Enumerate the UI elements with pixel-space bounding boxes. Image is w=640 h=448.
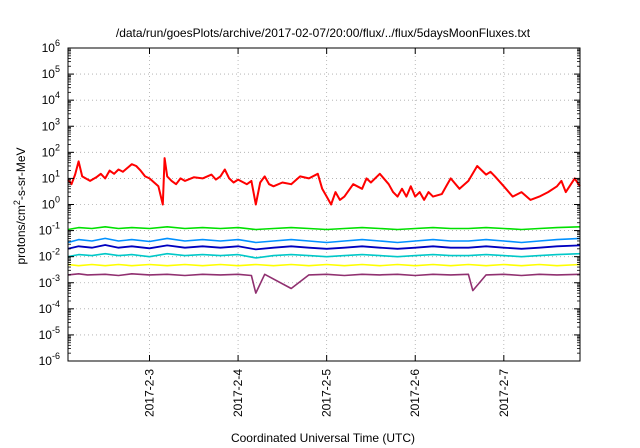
x-tick-label: 2017-2-6 (408, 369, 422, 417)
y-tick-label: 104 (42, 90, 60, 107)
series-line-3 (67, 252, 581, 259)
x-tick-label: 2017-2-5 (320, 369, 334, 417)
y-tick-label: 105 (42, 64, 60, 81)
axis-ticks (68, 47, 580, 362)
series-line-4 (67, 263, 581, 267)
y-tick-label: 102 (42, 142, 60, 159)
y-tick-label: 10-4 (39, 299, 60, 316)
series-layer (67, 157, 581, 294)
y-tick-label: 10-3 (39, 273, 60, 290)
y-tick-label: 10-5 (39, 325, 60, 342)
series-line-1 (67, 237, 581, 244)
series-line-0 (67, 226, 581, 231)
series-line-2 (67, 244, 581, 251)
y-tick-label: 10-6 (39, 351, 60, 368)
y-tick-label: 100 (42, 195, 60, 212)
y-tick-label: 10-2 (39, 247, 60, 264)
x-axis-tick-labels: 2017-2-3 2017-2-4 2017-2-5 2017-2-6 2017-2-7 (142, 369, 510, 417)
series-line-6 (67, 157, 581, 206)
y-axis-label: protons/cm2-s-sr-MeV (12, 147, 28, 264)
y-tick-label: 103 (42, 116, 60, 133)
x-tick-label: 2017-2-7 (497, 369, 511, 417)
y-tick-label: 106 (42, 38, 60, 55)
y-axis-tick-labels: 10-6 10-5 10-4 10-3 10-2 10-1 100 101 102 103 104 1… (39, 38, 60, 368)
x-axis-label: Coordinated Universal Time (UTC) (231, 431, 415, 445)
x-tick-label: 2017-2-3 (142, 369, 156, 417)
x-tick-label: 2017-2-4 (231, 369, 245, 417)
y-tick-label: 10-1 (39, 221, 60, 238)
y-tick-label: 101 (42, 168, 60, 185)
chart-title: /data/run/goesPlots/archive/2017-02-07/2… (116, 26, 531, 40)
series-line-5 (67, 272, 581, 294)
